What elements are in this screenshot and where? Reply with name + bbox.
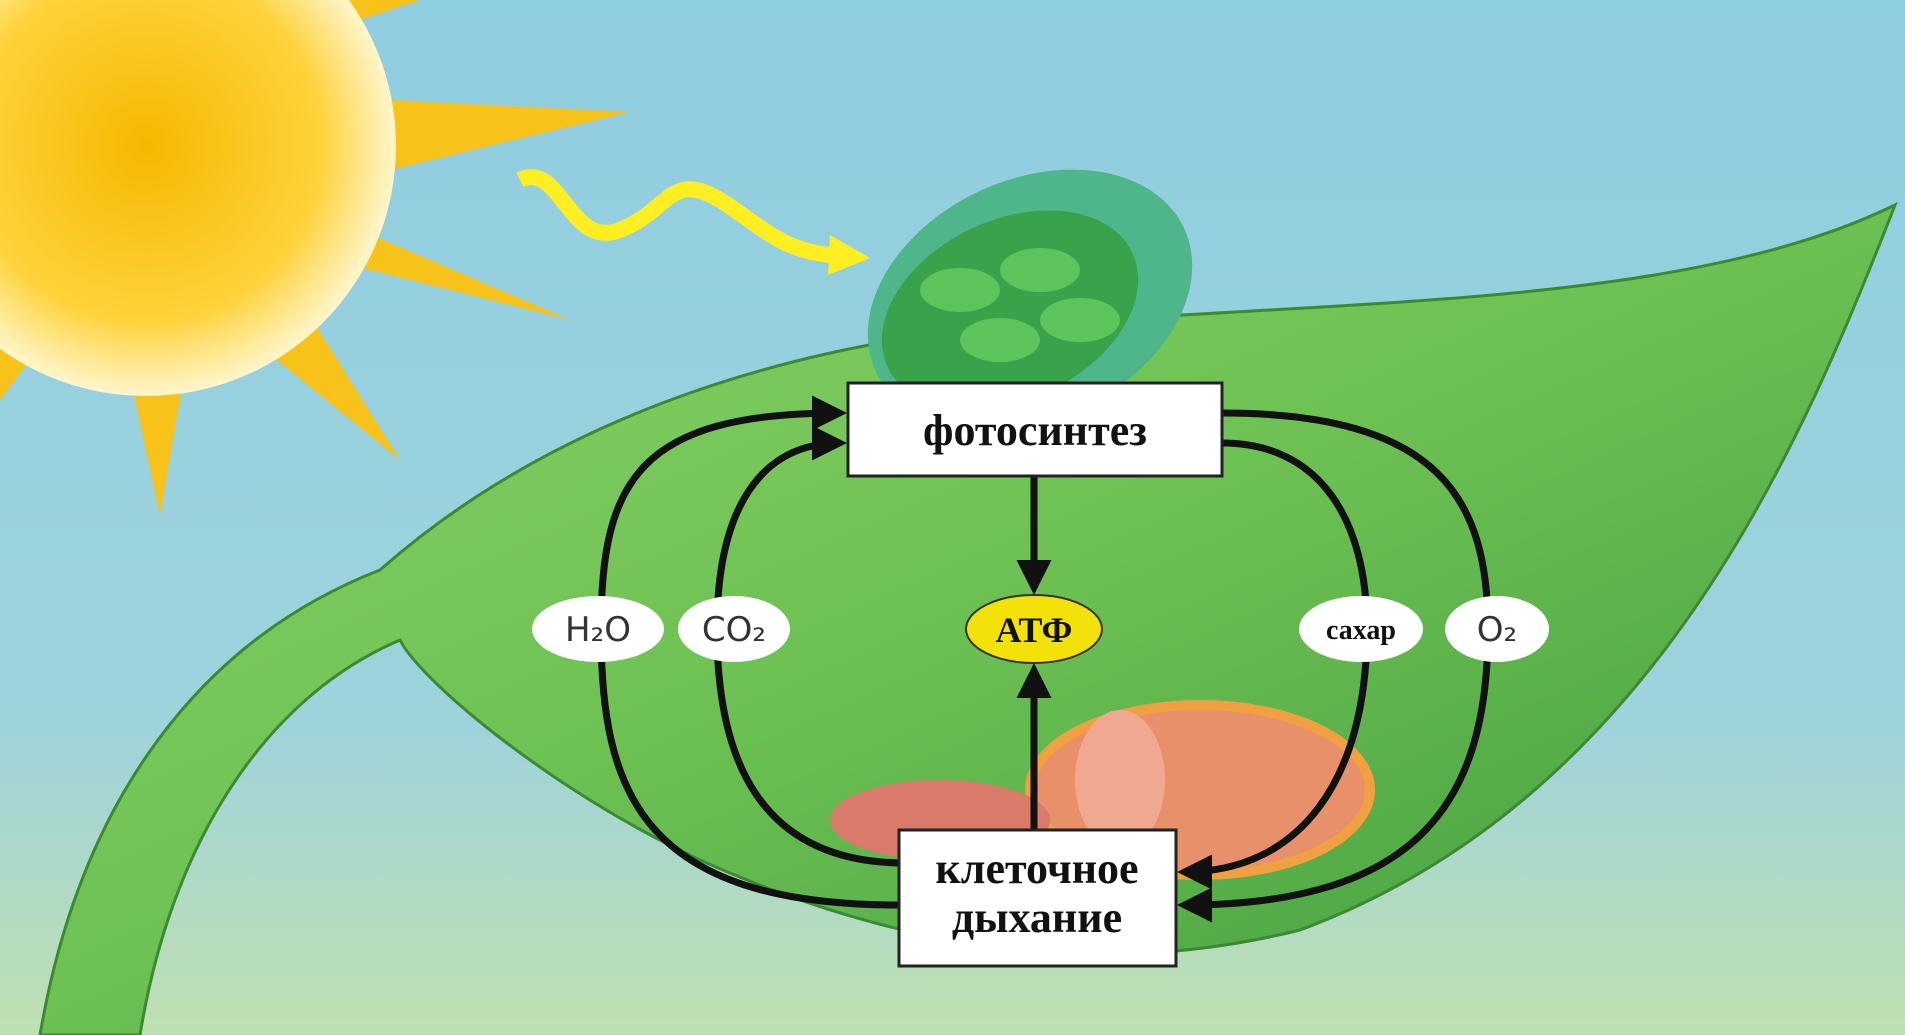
h2o-label: H₂O — [565, 610, 631, 650]
o2-label: O₂ — [1477, 610, 1517, 650]
respiration-label: клеточное — [935, 844, 1138, 893]
respiration-label: дыхание — [952, 893, 1122, 942]
atp-label: АТФ — [996, 610, 1073, 650]
sugar-label: сахар — [1326, 615, 1396, 646]
diagram: фотосинтез клеточное дыхание АТФ H₂O CO₂… — [0, 0, 1905, 1035]
photosynthesis-label: фотосинтез — [923, 406, 1147, 455]
co2-label: CO₂ — [702, 610, 766, 650]
